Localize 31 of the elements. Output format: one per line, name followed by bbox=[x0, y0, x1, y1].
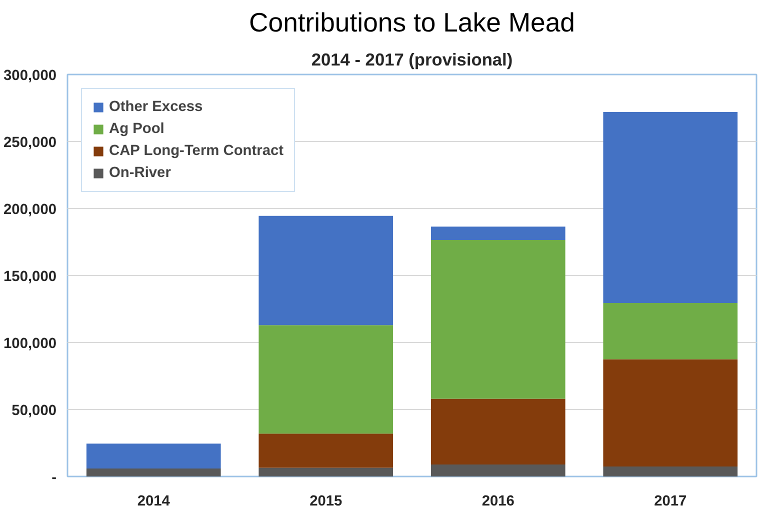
y-tick-label: - bbox=[52, 470, 57, 486]
bar bbox=[86, 444, 221, 468]
y-tick-label: 200,000 bbox=[4, 202, 57, 218]
bar bbox=[258, 325, 394, 434]
x-tick-label: 2016 bbox=[482, 494, 514, 510]
bar bbox=[430, 398, 566, 464]
legend-label: Ag Pool bbox=[109, 121, 164, 137]
x-tick-label: 2014 bbox=[137, 494, 171, 510]
bar bbox=[603, 302, 738, 360]
x-tick-label: 2017 bbox=[654, 494, 687, 510]
y-tick-label: 50,000 bbox=[12, 403, 56, 419]
chart-title: Contributions to Lake Mead bbox=[249, 8, 576, 38]
chart-subtitle: 2014 - 2017 (provisional) bbox=[311, 50, 513, 70]
legend-label: Other Excess bbox=[109, 99, 203, 115]
bar bbox=[430, 240, 566, 399]
bar bbox=[258, 434, 394, 468]
bar bbox=[258, 468, 394, 476]
legend-label: CAP Long-Term Contract bbox=[109, 143, 284, 159]
bar bbox=[603, 112, 738, 303]
bar bbox=[258, 216, 394, 326]
y-tick-label: 100,000 bbox=[4, 336, 57, 352]
bar bbox=[430, 226, 566, 240]
x-tick-label: 2015 bbox=[310, 494, 342, 510]
legend-label: On-River bbox=[109, 165, 171, 181]
y-tick-label: 150,000 bbox=[4, 269, 57, 285]
bar bbox=[430, 464, 566, 476]
y-tick-label: 300,000 bbox=[4, 68, 57, 84]
bar bbox=[603, 359, 738, 466]
bar bbox=[86, 468, 221, 476]
y-tick-label: 250,000 bbox=[4, 135, 57, 151]
bar bbox=[603, 466, 738, 476]
